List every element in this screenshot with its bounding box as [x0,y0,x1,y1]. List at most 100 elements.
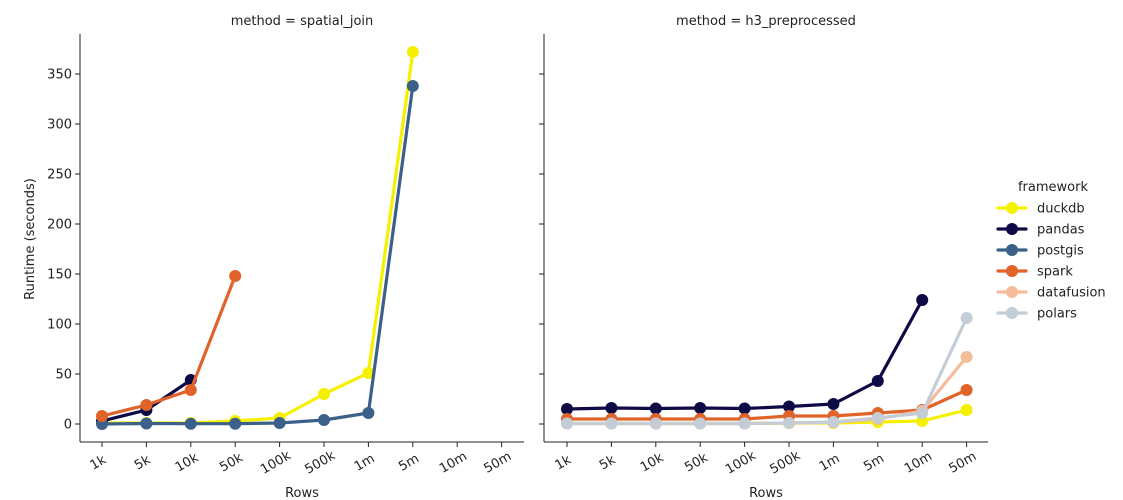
data-point-pandas [783,400,795,413]
legend-swatch-marker [1006,202,1018,214]
legend-label: datafusion [1037,286,1106,301]
x-tick-label: 50k [217,450,246,475]
x-tick-label: 50m [946,449,979,477]
data-point-polars [605,417,618,430]
data-point-postgis [140,417,153,430]
legend-item-duckdb: duckdb [996,202,1085,217]
data-point-datafusion [960,351,973,363]
legend-label: pandas [1037,223,1085,238]
data-point-pandas [694,402,707,414]
data-point-polars [916,407,929,419]
y-axis-label: Runtime (seconds) [23,178,38,300]
data-point-duckdb [362,367,375,379]
y-tick-label: 350 [47,68,72,83]
data-point-postgis [273,417,286,429]
x-tick-label: 100k [723,448,759,477]
x-tick-label: 5m [396,451,422,474]
data-point-polars [561,417,573,430]
data-point-polars [649,417,662,430]
data-point-pandas [827,398,840,410]
data-point-postgis [362,407,375,419]
data-point-pandas [649,402,662,415]
y-tick-label: 250 [47,168,72,183]
series-line-pandas [565,298,924,411]
data-point-spark [229,270,242,282]
x-tick-label: 5k [132,452,154,473]
data-point-polars [694,417,707,430]
x-tick-label: 500k [302,448,338,477]
legend-label: duckdb [1037,202,1085,217]
data-point-pandas [871,375,884,387]
series-line-spark [565,388,969,421]
data-point-polars [871,412,884,424]
panel-title: method = spatial_join [231,14,374,29]
series-spark [561,384,973,425]
data-point-spark [184,384,197,396]
x-tick-label: 50k [682,450,711,475]
legend: framework duckdb pandas postgis spark datafu… [996,180,1106,322]
legend-item-polars: polars [996,307,1077,322]
legend-items: duckdb pandas postgis spark datafusion polars [996,202,1106,322]
data-point-duckdb [318,388,330,400]
data-point-pandas [738,402,751,415]
data-point-spark [960,384,973,396]
x-tick-label: 10k [173,450,202,475]
data-point-polars [783,417,795,429]
data-point-spark [96,410,108,422]
data-point-polars [738,417,751,430]
data-point-postgis [318,414,330,426]
x-tick-label: 100k [258,448,294,477]
legend-label: polars [1037,307,1077,322]
legend-label: spark [1037,265,1073,280]
x-tick-label: 500k [767,448,803,477]
legend-swatch-marker [1006,223,1018,235]
data-point-polars [827,416,840,428]
legend-swatch-marker [1006,307,1018,319]
x-tick-label: 5k [597,452,619,473]
legend-title: framework [1018,180,1088,195]
series-line-duckdb [100,50,415,425]
data-point-pandas [561,403,573,415]
y-tick-label: 150 [47,268,72,283]
legend-swatch-marker [1006,244,1018,256]
series-pandas [561,294,929,415]
x-axis-label: Rows [285,486,319,500]
panels: method = spatial_join 0 50 100 150 200 250 300 3… [47,14,988,500]
series-line-postgis [100,84,415,426]
legend-item-spark: spark [996,265,1073,280]
series-polars [561,312,973,430]
data-point-pandas [916,294,929,306]
data-point-postgis [229,417,242,430]
series-line-spark [100,274,237,418]
y-tick-label: 300 [47,118,72,133]
data-point-duckdb [406,46,419,58]
legend-item-pandas: pandas [996,223,1085,238]
data-point-polars [960,312,973,324]
x-axis-label: Rows [749,486,783,500]
legend-swatch-marker [1006,265,1018,277]
y-tick-label: 0 [64,418,72,433]
x-tick-label: 50m [481,449,514,477]
panel-1: method = spatial_join 0 50 100 150 200 250 300 3… [47,14,524,500]
x-tick-label: 1m [352,451,378,474]
y-tick-label: 50 [55,368,72,383]
data-point-duckdb [960,404,973,416]
series-duckdb [96,46,419,429]
panel-2: method = h3_preprocessed 1k 5k 10k 50k 100k 50… [539,14,988,500]
legend-item-datafusion: datafusion [996,286,1106,301]
x-tick-label: 1m [817,451,843,474]
legend-swatch-marker [1006,286,1018,298]
series-line-polars [565,316,969,426]
data-point-postgis [184,417,197,430]
data-point-spark [140,399,153,411]
legend-label: postgis [1037,244,1084,259]
legend-item-postgis: postgis [996,244,1084,259]
y-tick-label: 100 [47,318,72,333]
x-tick-label: 10k [638,450,667,475]
x-tick-label: 1k [553,452,575,473]
data-point-pandas [605,402,618,414]
data-point-postgis [406,80,419,92]
x-tick-label: 10m [902,449,935,477]
series-spark [96,270,242,422]
